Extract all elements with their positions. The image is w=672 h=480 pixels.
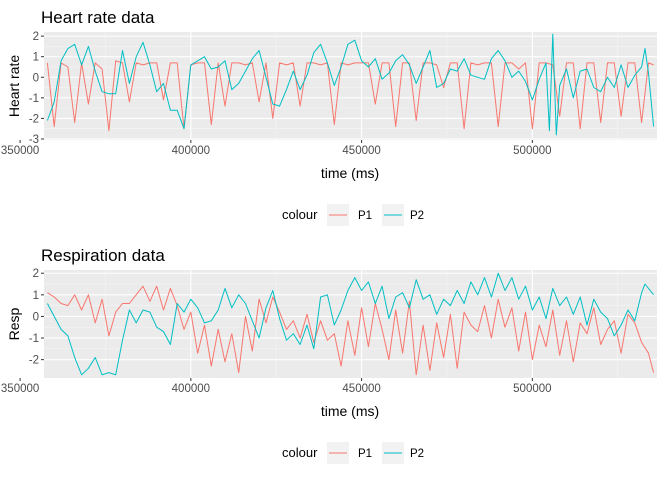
respiration-y-label: Resp: [6, 307, 22, 340]
y-tick-label: 1: [33, 52, 39, 64]
respiration-series-p1: [47, 285, 655, 376]
legend-label-p2: P2: [410, 210, 424, 222]
respiration-ticks: 350000 400000 450000 500000 -2 -1 0 1 2: [1, 268, 552, 395]
x-tick-label: 400000: [172, 383, 210, 395]
heart-rate-legend-title: colour: [282, 207, 318, 222]
x-tick-label: 350000: [1, 145, 39, 157]
respiration-legend-title: colour: [282, 445, 318, 460]
respiration-series: [46, 272, 655, 376]
heart-rate-title: Heart rate data: [41, 8, 155, 27]
heart-rate-y-label: Heart rate: [6, 55, 22, 117]
heart-rate-legend: colour P1 P2: [282, 204, 424, 226]
x-tick-label: 450000: [342, 383, 380, 395]
y-tick-label: 0: [33, 72, 39, 84]
heart-rate-x-label: time (ms): [321, 165, 379, 181]
heart-rate-plot-area: [44, 32, 657, 140]
y-tick-label: 1: [33, 290, 39, 302]
x-tick-label: 500000: [513, 383, 551, 395]
respiration-legend: colour P1 P2: [282, 442, 424, 464]
respiration-x-label: time (ms): [321, 403, 379, 419]
x-tick-label: 500000: [513, 145, 551, 157]
x-tick-label: 450000: [342, 145, 380, 157]
y-tick-label: -2: [29, 113, 39, 125]
respiration-panel: Respiration data 350000 400000 450000 50000…: [1, 246, 657, 464]
x-tick-label: 350000: [1, 383, 39, 395]
respiration-series-p2: [46, 272, 654, 376]
y-tick-label: -1: [29, 93, 39, 105]
y-tick-label: -2: [29, 355, 39, 367]
legend-label-p1: P1: [358, 448, 372, 460]
heart-rate-ticks: 350000 400000 450000 500000 -3 -2 -1 0 1 2: [1, 31, 552, 157]
y-tick-label: -3: [29, 134, 39, 146]
heart-rate-series: [46, 33, 655, 136]
heart-rate-gridlines: [44, 32, 657, 140]
y-tick-label: 0: [33, 311, 39, 323]
y-tick-label: -1: [29, 333, 39, 345]
y-tick-label: 2: [33, 268, 39, 280]
legend-label-p2: P2: [410, 448, 424, 460]
y-tick-label: 2: [33, 31, 39, 43]
legend-label-p1: P1: [358, 210, 372, 222]
heart-rate-panel: Heart rate data 350000 400000 450000 500000…: [1, 8, 657, 226]
x-tick-label: 400000: [172, 145, 210, 157]
respiration-gridlines: [44, 270, 657, 378]
heart-rate-series-p2: [46, 33, 655, 136]
respiration-title: Respiration data: [41, 246, 165, 265]
